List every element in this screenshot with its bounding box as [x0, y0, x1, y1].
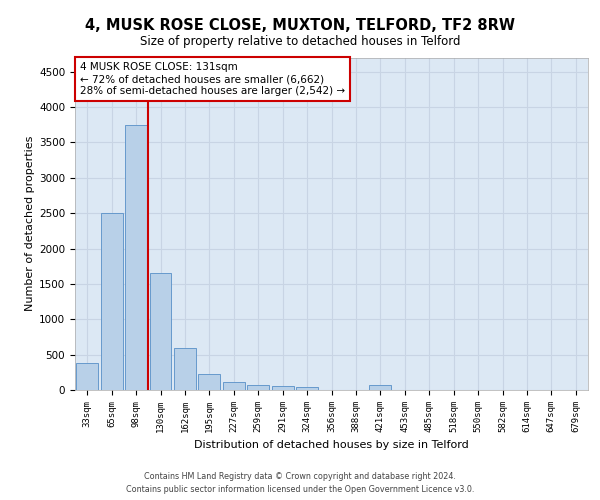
- Bar: [149, 274, 172, 390]
- Text: 4, MUSK ROSE CLOSE, MUXTON, TELFORD, TF2 8RW: 4, MUSK ROSE CLOSE, MUXTON, TELFORD, TF2…: [85, 18, 515, 32]
- Bar: [272, 386, 293, 390]
- Bar: [174, 348, 196, 390]
- Bar: [223, 382, 245, 390]
- Bar: [296, 387, 318, 390]
- Text: Size of property relative to detached houses in Telford: Size of property relative to detached ho…: [140, 35, 460, 48]
- Bar: [247, 385, 269, 390]
- Bar: [76, 364, 98, 390]
- Bar: [370, 386, 391, 390]
- Y-axis label: Number of detached properties: Number of detached properties: [25, 136, 35, 312]
- Text: 4 MUSK ROSE CLOSE: 131sqm
← 72% of detached houses are smaller (6,662)
28% of se: 4 MUSK ROSE CLOSE: 131sqm ← 72% of detac…: [80, 62, 345, 96]
- Bar: [101, 213, 122, 390]
- X-axis label: Distribution of detached houses by size in Telford: Distribution of detached houses by size …: [194, 440, 469, 450]
- Text: Contains HM Land Registry data © Crown copyright and database right 2024.
Contai: Contains HM Land Registry data © Crown c…: [126, 472, 474, 494]
- Bar: [199, 374, 220, 390]
- Bar: [125, 124, 147, 390]
